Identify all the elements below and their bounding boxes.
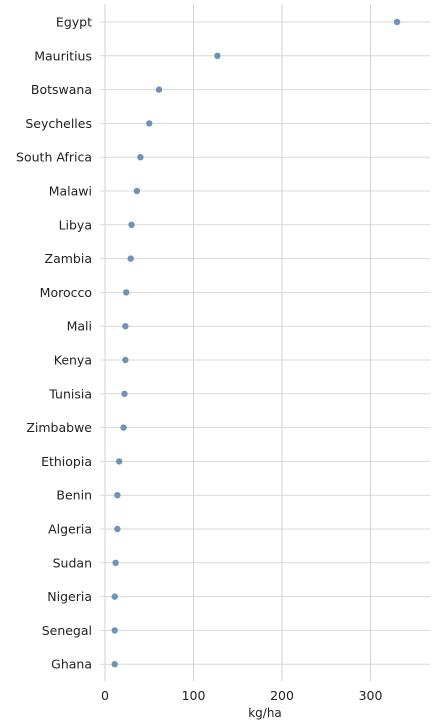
data-point [114, 492, 121, 499]
data-point [137, 154, 144, 161]
category-label: Algeria [48, 522, 92, 537]
category-labels: Egypt Mauritius Botswana Seychelles South Af… [16, 15, 92, 672]
x-tick-label: 100 [182, 688, 206, 703]
data-point [111, 593, 118, 600]
category-label: Zimbabwe [26, 420, 92, 435]
category-label: Libya [59, 217, 92, 232]
data-point [121, 390, 128, 397]
data-point [111, 661, 118, 668]
data-point [122, 323, 129, 330]
category-label: Mali [67, 319, 92, 334]
data-point [111, 627, 118, 634]
data-point [214, 52, 221, 59]
category-label: Benin [56, 488, 92, 503]
category-label: Sudan [53, 555, 92, 570]
data-point [120, 424, 127, 431]
data-point [115, 458, 123, 465]
data-points [111, 18, 401, 668]
category-label: Tunisia [48, 386, 92, 401]
x-axis-title: kg/ha [248, 706, 282, 720]
category-label: Zambia [45, 251, 92, 266]
data-point [128, 221, 135, 228]
category-label: Mauritius [34, 48, 92, 63]
category-label: Seychelles [25, 116, 92, 131]
data-point [114, 525, 121, 533]
category-label: Ghana [51, 657, 92, 672]
x-tick-labels: 0 100 200 300 [101, 688, 382, 703]
data-point [122, 356, 129, 364]
category-label: Botswana [31, 82, 92, 97]
vertical-gridlines [104, 4, 371, 681]
data-point [146, 120, 153, 127]
category-label: Egypt [56, 15, 92, 30]
data-point [393, 18, 401, 26]
data-point [112, 559, 119, 566]
data-point [127, 255, 134, 262]
data-point [155, 86, 163, 93]
data-point [123, 289, 130, 296]
category-label: Morocco [40, 285, 92, 300]
category-label: Kenya [54, 353, 92, 368]
x-tick-label: 0 [101, 688, 109, 703]
category-label: Malawi [49, 184, 92, 199]
horizontal-gridlines [100, 21, 430, 665]
x-tick-label: 300 [359, 688, 383, 703]
category-label: Senegal [42, 623, 92, 638]
category-label: Ethiopia [41, 454, 92, 469]
category-label: South Africa [16, 150, 92, 165]
x-tick-label: 200 [270, 688, 294, 703]
data-point [133, 187, 141, 195]
category-label: Nigeria [47, 589, 92, 604]
